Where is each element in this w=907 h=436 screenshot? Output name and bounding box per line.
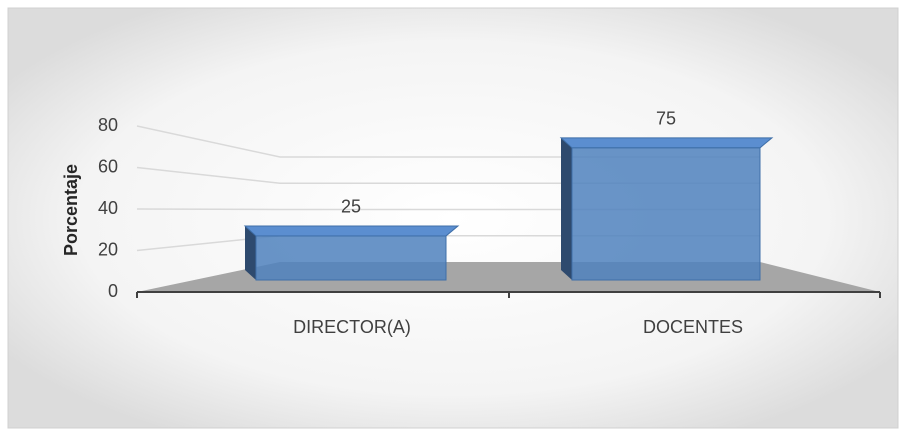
y-tick-label: 40 bbox=[98, 198, 118, 218]
bar-top bbox=[559, 137, 774, 149]
y-tick-label: 80 bbox=[98, 115, 118, 135]
bar-side bbox=[245, 225, 256, 280]
x-tick-label: DIRECTOR(A) bbox=[293, 317, 411, 337]
y-tick-label: 0 bbox=[108, 281, 118, 301]
bar-side bbox=[561, 137, 572, 280]
bar-top bbox=[243, 225, 460, 237]
y-tick-label: 60 bbox=[98, 156, 118, 176]
value-label: 75 bbox=[656, 109, 676, 129]
bar bbox=[571, 147, 761, 281]
chart-background bbox=[7, 7, 899, 429]
y-axis-title: Porcentaje bbox=[61, 164, 81, 256]
value-label: 25 bbox=[341, 197, 361, 217]
bar bbox=[255, 235, 447, 281]
x-tick-label: DOCENTES bbox=[643, 317, 743, 337]
y-tick-label: 20 bbox=[98, 239, 118, 259]
